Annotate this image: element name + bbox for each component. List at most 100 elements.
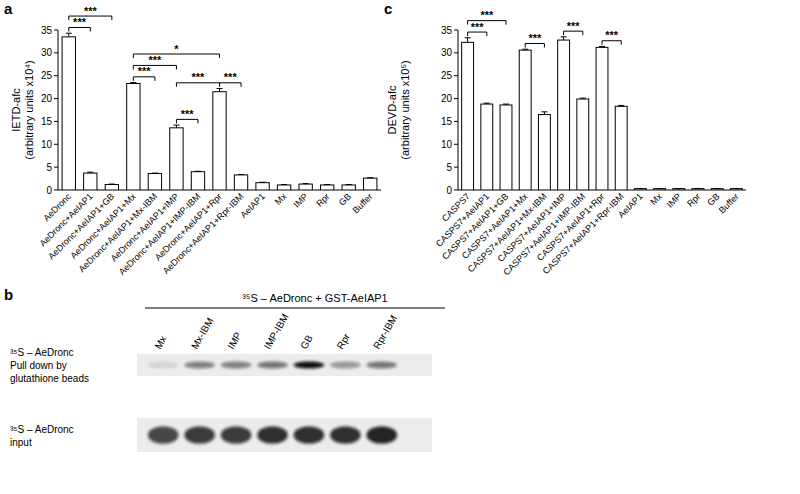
y-axis-label: (arbitrary units x10⁴) — [23, 60, 35, 159]
significance-bracket — [602, 41, 621, 45]
error-cap — [522, 49, 528, 50]
band — [221, 361, 252, 368]
error-cap — [484, 103, 490, 104]
category-label: AeDronc+AeIAP1+IMP-IBM — [117, 191, 203, 277]
lane-label: Mx — [152, 334, 168, 351]
error-cap — [676, 188, 682, 189]
significance-bracket — [133, 77, 155, 81]
significance-label: *** — [192, 71, 206, 83]
band — [366, 426, 397, 444]
significance-bracket — [468, 32, 487, 36]
error-cap — [580, 98, 586, 99]
bar — [730, 189, 742, 190]
figure: aIETD-afc(arbitrary units x10⁴)051015202… — [0, 0, 800, 494]
significance-label: *** — [138, 65, 152, 77]
y-tick — [454, 121, 458, 122]
significance-bracket — [468, 21, 506, 25]
bar — [692, 189, 704, 190]
error-bar — [217, 89, 223, 92]
error-cap — [561, 36, 567, 37]
significance-bracket — [525, 43, 544, 47]
band — [148, 361, 179, 368]
error-cap — [465, 37, 471, 38]
significance-bracket — [69, 16, 112, 20]
band — [184, 361, 215, 368]
error-bar — [503, 104, 509, 106]
significance-bracket — [176, 119, 198, 123]
band — [257, 426, 288, 444]
error-cap — [324, 184, 330, 185]
y-tick — [454, 167, 458, 168]
error-bar — [637, 188, 643, 189]
bar — [342, 185, 355, 190]
panel-letter: a — [4, 0, 13, 17]
error-bar — [324, 184, 330, 185]
y-tick-label: 5 — [46, 162, 52, 173]
error-bar — [618, 105, 624, 107]
bar — [170, 128, 183, 190]
y-tick-label: 35 — [41, 25, 53, 36]
error-bar — [484, 103, 490, 105]
band — [184, 426, 215, 444]
error-stem — [467, 38, 468, 43]
significance-label: *** — [471, 21, 485, 33]
significance-label: *** — [480, 9, 494, 21]
error-bar — [346, 184, 352, 185]
significance-label: *** — [605, 29, 619, 41]
category-label: AeIAP1 — [238, 191, 267, 220]
error-bar — [66, 33, 72, 37]
error-bar — [238, 174, 244, 175]
significance-bracket — [133, 54, 219, 58]
error-bar — [714, 188, 720, 189]
lane-label: Rpr — [335, 331, 353, 351]
bar — [364, 178, 377, 190]
gel-strip — [137, 354, 432, 376]
category-label: Mx — [273, 191, 289, 207]
bar — [256, 183, 269, 190]
bar — [519, 50, 531, 190]
y-tick — [454, 75, 458, 76]
error-cap — [66, 33, 72, 34]
bar-panel: aIETD-afc(arbitrary units x10⁴)051015202… — [4, 0, 381, 277]
category-label: Mx — [648, 191, 664, 207]
category-label: AeIAP1 — [616, 191, 645, 220]
category-label: GB — [337, 191, 353, 207]
category-label: Buffer — [351, 191, 375, 215]
error-cap — [173, 125, 179, 126]
y-tick — [454, 52, 458, 53]
error-bar — [87, 172, 93, 174]
bar — [277, 185, 290, 190]
significance-bracket — [176, 83, 219, 87]
error-bar — [173, 125, 179, 128]
lane-label: Rpr-IBM — [371, 313, 399, 351]
y-axis-label: DEVD-afc — [386, 85, 398, 134]
y-tick-label: 5 — [446, 162, 452, 173]
bars — [62, 33, 377, 190]
category-label: Rpr — [685, 191, 702, 208]
error-bar — [303, 183, 309, 184]
significance-bracket — [69, 27, 91, 31]
error-cap — [195, 171, 201, 172]
error-cap — [733, 188, 739, 189]
y-axis-line — [58, 30, 59, 190]
bar — [84, 173, 97, 190]
error-cap — [657, 188, 663, 189]
error-bar — [152, 173, 158, 174]
category-label: AeDronc+AeIAP1+Mx-IBM — [77, 191, 160, 274]
error-cap — [130, 82, 136, 83]
y-tick — [54, 167, 58, 168]
bars — [462, 37, 743, 190]
row-label: glutathione beads — [10, 373, 89, 384]
bar — [462, 42, 474, 190]
category-label: IMP — [292, 191, 310, 209]
y-tick-label: 10 — [441, 139, 453, 150]
bar — [558, 40, 570, 190]
y-tick — [454, 30, 458, 31]
bar — [105, 185, 118, 190]
error-bar — [695, 188, 701, 189]
category-label: Rpr — [314, 191, 331, 208]
significance-label: *** — [224, 71, 238, 83]
band — [330, 426, 361, 444]
bar — [62, 37, 75, 190]
band — [294, 361, 325, 368]
